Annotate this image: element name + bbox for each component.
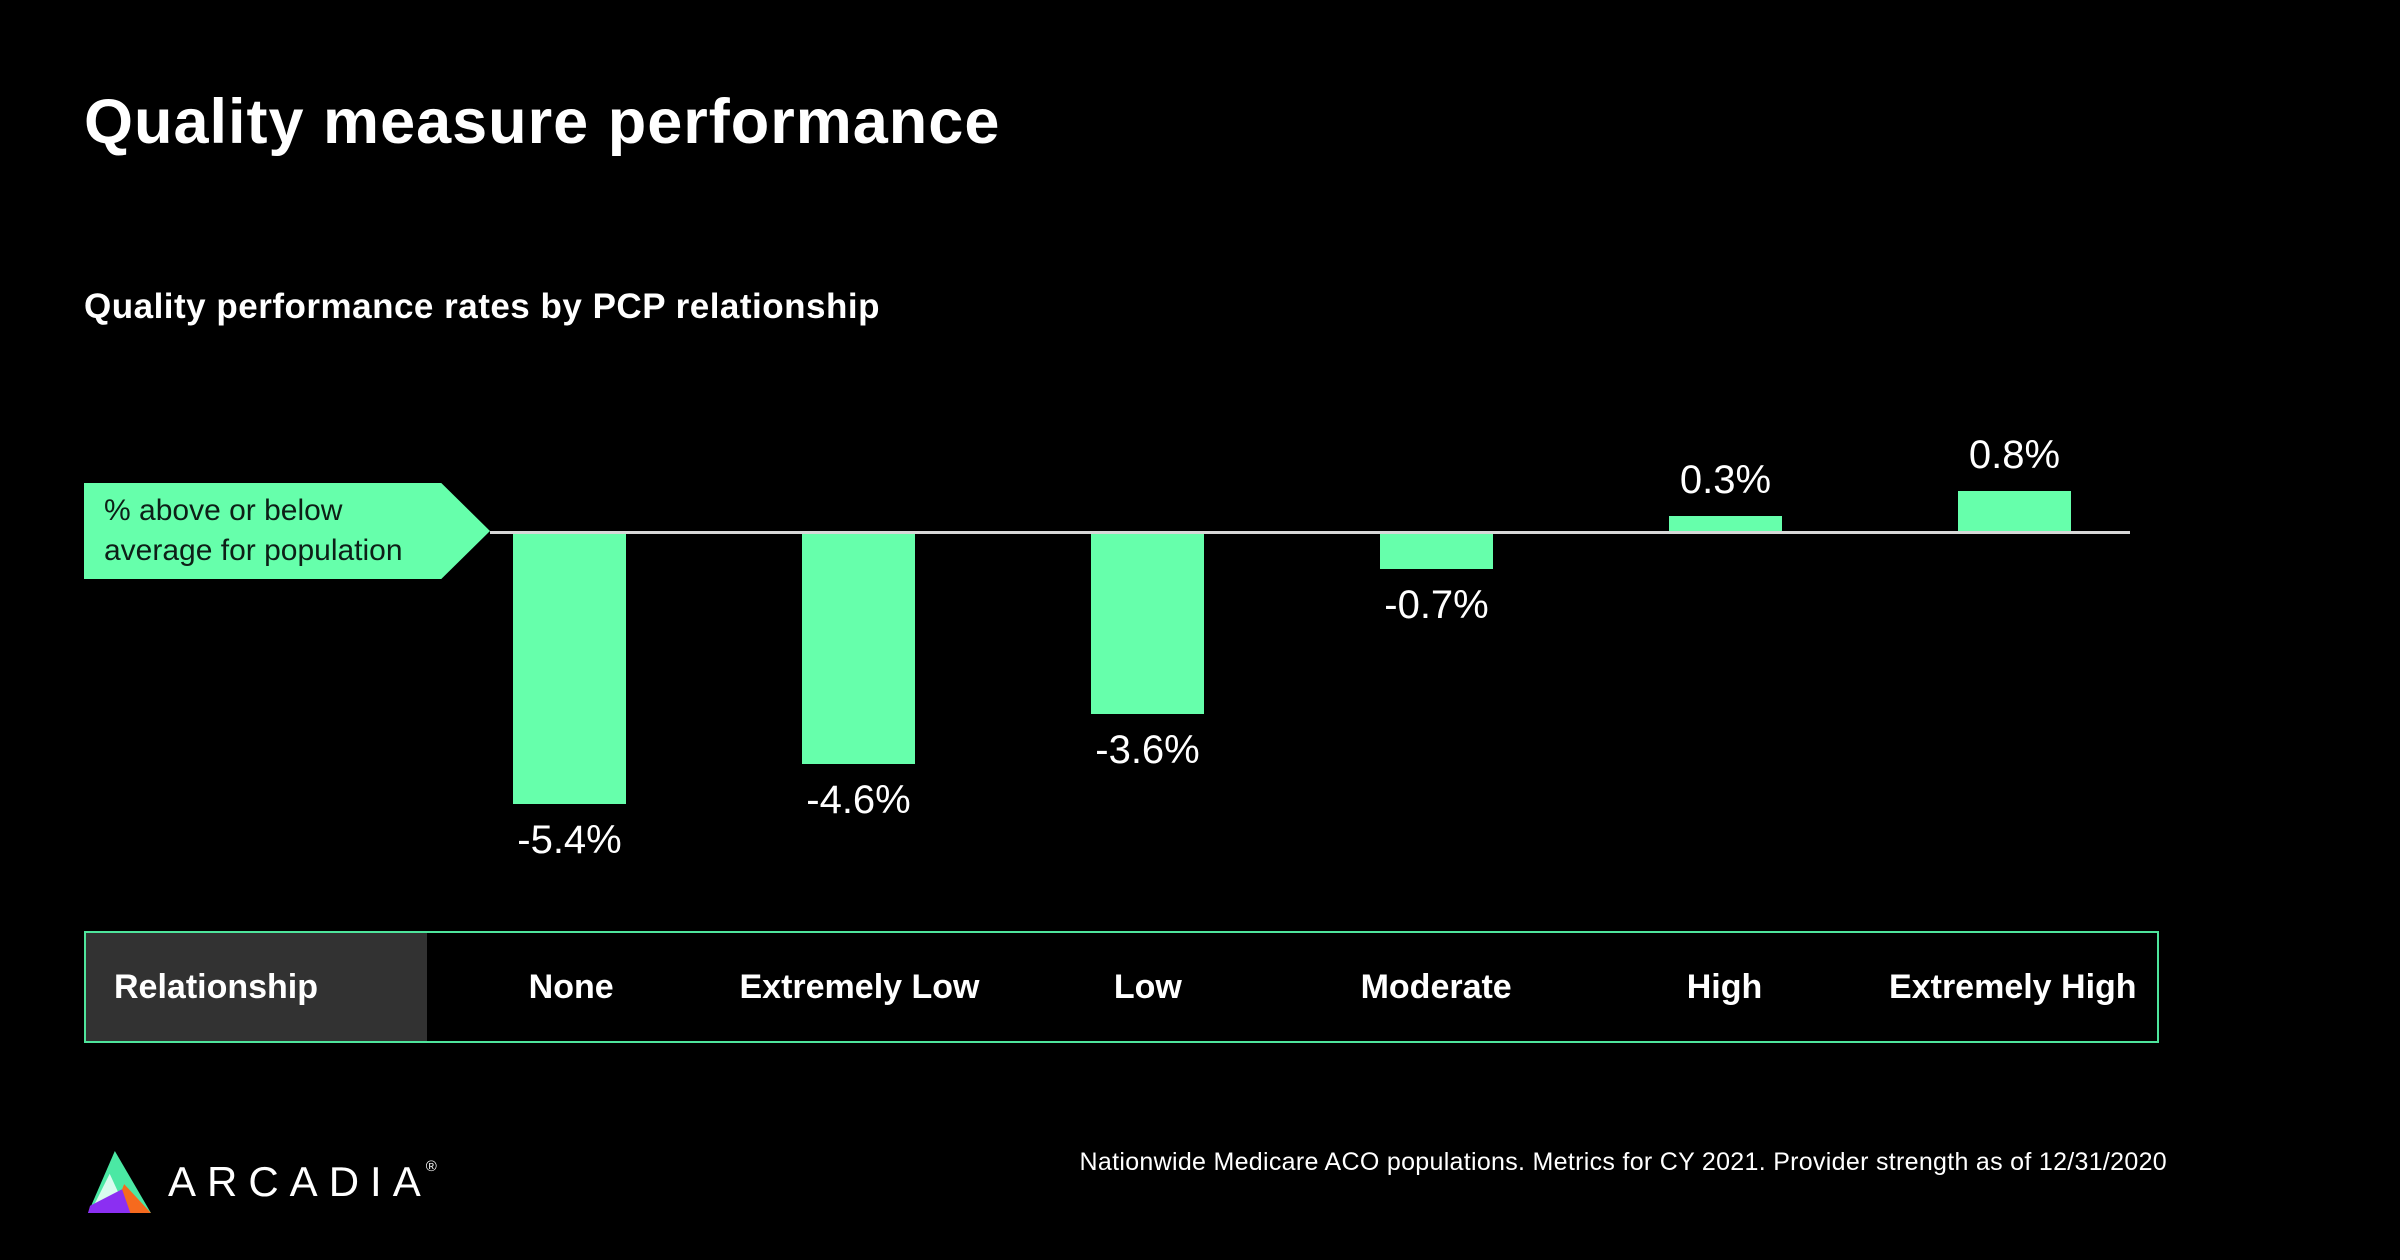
table-cell-extremely-low: Extremely Low <box>739 967 980 1006</box>
bar-value-moderate: -0.7% <box>1384 583 1489 627</box>
arcadia-logo: ARCADIA ® <box>88 1150 443 1214</box>
table-columns: None Extremely Low Low Moderate High Extremel… <box>427 933 2157 1041</box>
arcadia-triangle-icon <box>88 1151 151 1213</box>
table-cell-none: None <box>528 967 614 1006</box>
bar-high <box>1669 516 1782 531</box>
page-title: Quality measure performance <box>84 87 1001 157</box>
table-cell-extremely-high: Extremely High <box>1889 967 2137 1006</box>
bar-none <box>513 534 626 804</box>
bar-value-none: -5.4% <box>517 818 622 862</box>
brand-wordmark: ARCADIA <box>168 1158 432 1205</box>
bar-extremely-low <box>802 534 915 764</box>
y-axis-label-tag: % above or below average for population <box>84 483 490 579</box>
table-header-cell: Relationship <box>86 933 427 1041</box>
registered-trademark-icon: ® <box>425 1157 437 1175</box>
bar-low <box>1091 534 1204 714</box>
zero-baseline <box>490 531 2130 534</box>
table-cell-low: Low <box>1113 967 1182 1006</box>
table-cell-moderate: Moderate <box>1360 967 1512 1006</box>
source-note: Nationwide Medicare ACO populations. Met… <box>1079 1148 2167 1176</box>
bar-value-high: 0.3% <box>1679 458 1772 502</box>
bar-extremely-high <box>1958 491 2071 531</box>
axis-tag-line1: % above or below <box>104 494 343 527</box>
table-cell-high: High <box>1686 967 1763 1006</box>
bar-moderate <box>1380 534 1493 569</box>
bar-value-extremely-low: -4.6% <box>806 778 911 822</box>
bar-value-low: -3.6% <box>1095 728 1200 772</box>
axis-tag-line2: average for population <box>104 534 403 567</box>
bar-value-extremely-high: 0.8% <box>1968 433 2061 477</box>
relationship-table: Relationship None Extremely Low Low Moderat… <box>84 931 2159 1043</box>
chart-title: Quality performance rates by PCP relatio… <box>84 287 880 326</box>
